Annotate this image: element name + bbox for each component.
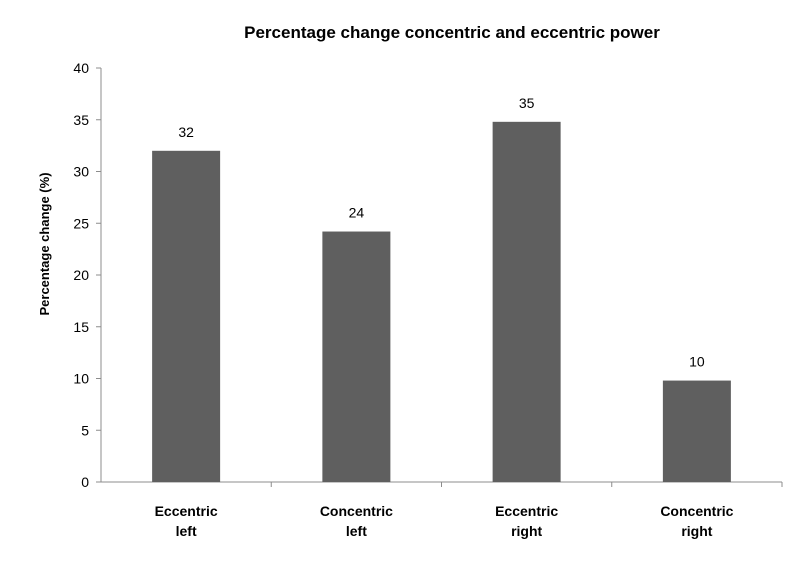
y-tick-label: 40 xyxy=(73,60,89,76)
y-tick-label: 10 xyxy=(73,371,89,387)
y-tick-label: 35 xyxy=(73,112,89,128)
bar xyxy=(492,121,561,482)
category-label: Eccentric right xyxy=(495,503,558,539)
y-tick-label: 30 xyxy=(73,164,89,180)
category-label: Concentric left xyxy=(320,503,393,539)
plot-area: 0 5 10 15 20 25 30 35 40 32 Eccentric left 24 Concent… xyxy=(73,60,783,539)
bar xyxy=(152,150,221,483)
y-tick-label: 25 xyxy=(73,215,89,231)
y-tick-label: 20 xyxy=(73,267,89,283)
bar xyxy=(322,231,391,482)
category-label: Eccentric left xyxy=(155,503,218,539)
chart-title: Percentage change concentric and eccentr… xyxy=(244,23,660,42)
y-tick-label: 15 xyxy=(73,319,89,335)
y-tick-label: 5 xyxy=(81,422,89,438)
data-label: 32 xyxy=(178,124,194,140)
y-axis-label: Percentage change (%) xyxy=(37,172,52,315)
category-label: Concentric right xyxy=(660,503,733,539)
y-tick-label: 0 xyxy=(81,474,89,490)
bar xyxy=(662,380,731,482)
data-label: 35 xyxy=(519,95,535,111)
data-label: 24 xyxy=(349,205,365,221)
data-label: 10 xyxy=(689,354,705,370)
